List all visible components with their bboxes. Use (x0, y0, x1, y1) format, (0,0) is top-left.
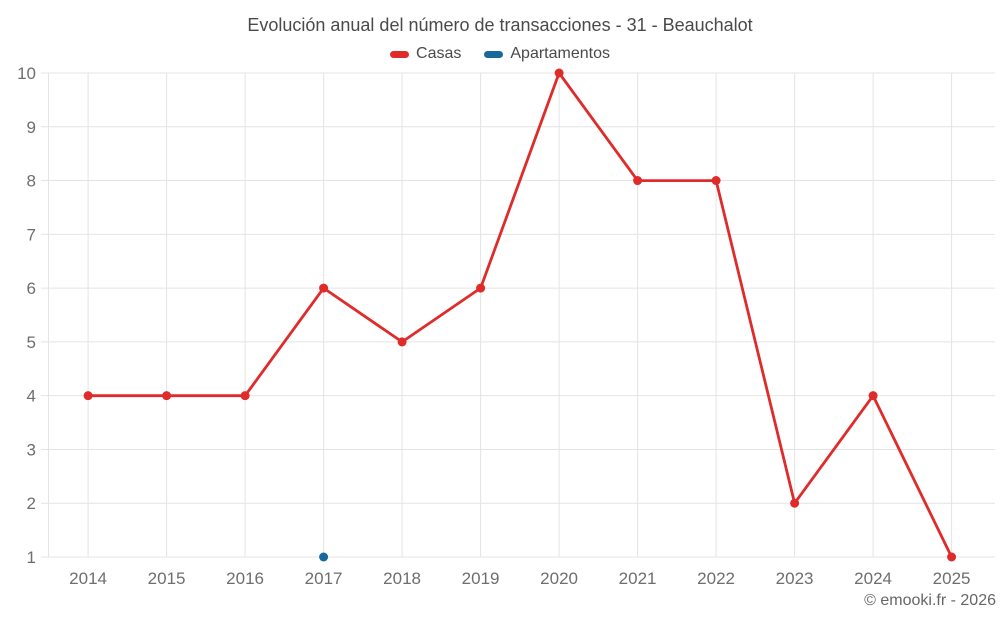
y-axis-tick-label: 9 (27, 118, 36, 137)
chart-legend: Casas Apartamentos (0, 45, 1000, 63)
data-point-casas-2021[interactable] (633, 176, 643, 186)
data-point-casas-2023[interactable] (790, 498, 800, 508)
data-point-casas-2018[interactable] (397, 337, 407, 347)
x-axis-tick-label: 2024 (854, 569, 892, 588)
data-point-casas-2022[interactable] (711, 176, 721, 186)
series-line-casas (86, 71, 953, 559)
y-axis-tick-label: 6 (27, 279, 36, 298)
data-point-casas-2015[interactable] (162, 391, 172, 401)
x-axis-tick-label: 2015 (148, 569, 186, 588)
x-axis-tick-label: 2022 (697, 569, 735, 588)
data-point-casas-2019[interactable] (476, 283, 486, 293)
x-axis-tick-label: 2020 (540, 569, 578, 588)
y-axis-tick-label: 1 (27, 548, 36, 567)
data-point-casas-2020[interactable] (554, 68, 564, 78)
x-axis-tick-label: 2018 (383, 569, 421, 588)
copyright-credit: © emooki.fr - 2026 (864, 592, 996, 609)
legend-label-casas: Casas (416, 45, 462, 62)
legend-item-apartamentos[interactable]: Apartamentos (484, 45, 610, 63)
casas-legend-swatch-icon (390, 50, 410, 58)
x-axis-tick-label: 2017 (305, 569, 343, 588)
x-axis-tick-label: 2023 (776, 569, 814, 588)
y-axis-tick-label: 5 (27, 333, 36, 352)
y-axis-tick-label: 7 (27, 225, 36, 244)
x-axis-tick-label: 2025 (933, 569, 971, 588)
y-axis-tick-label: 4 (27, 387, 36, 406)
y-axis-tick-label: 3 (27, 440, 36, 459)
x-axis-tick-label: 2019 (462, 569, 500, 588)
apartamentos-legend-swatch-icon (484, 50, 504, 58)
chart-title: Evolución anual del número de transaccio… (247, 15, 753, 35)
data-point-casas-2014[interactable] (83, 391, 93, 401)
data-point-casas-2025[interactable] (947, 552, 957, 562)
y-axis-tick-label: 8 (27, 172, 36, 191)
legend-item-casas[interactable]: Casas (390, 45, 461, 63)
data-point-casas-2017[interactable] (319, 283, 329, 293)
data-point-casas-2016[interactable] (240, 391, 250, 401)
legend-label-apartamentos: Apartamentos (510, 45, 610, 62)
x-axis-tick-label: 2021 (619, 569, 657, 588)
data-point-casas-2024[interactable] (868, 391, 878, 401)
x-axis-tick-label: 2014 (69, 569, 107, 588)
y-axis-tick-label: 10 (17, 64, 36, 83)
data-point-apartamentos-2017[interactable] (319, 552, 329, 562)
x-axis-tick-label: 2016 (226, 569, 264, 588)
y-axis-tick-label: 2 (27, 494, 36, 513)
